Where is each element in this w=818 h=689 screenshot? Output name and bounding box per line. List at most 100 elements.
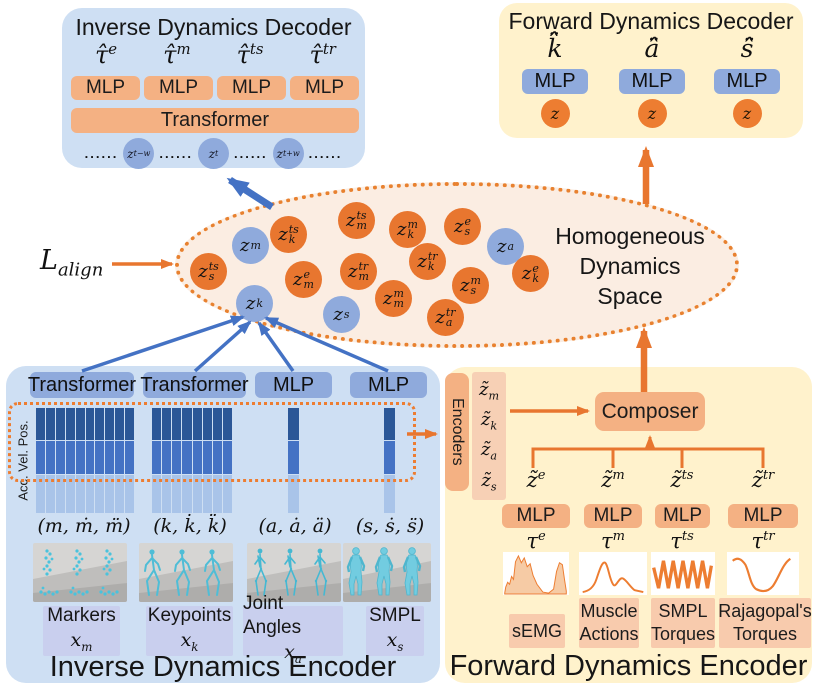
mlp-block: MLP xyxy=(655,504,710,528)
mlp-block: MLP xyxy=(502,504,570,528)
tau-m-label: τm xyxy=(601,529,625,553)
latent-token: z t−w xyxy=(123,138,155,169)
smpl-feature-column xyxy=(384,408,395,513)
markers-mocap-image xyxy=(33,543,127,602)
smpl-modality-label: SMPL xs xyxy=(366,605,424,656)
smpl-torques-waveform-icon xyxy=(651,552,715,595)
composer-block: Composer xyxy=(595,392,705,431)
tau-e-hat-label: τ̂e xyxy=(95,40,118,69)
transformer-to-space-arrow xyxy=(193,320,252,373)
forward-decoder-title: Forward Dynamics Decoder xyxy=(508,8,794,34)
semg-waveform-icon xyxy=(503,552,569,595)
mlp-block: MLP xyxy=(144,76,213,100)
k-ddot-hat-label: k̈̂ xyxy=(547,34,563,63)
mlp-block: MLP xyxy=(217,76,286,100)
muscle-actions-waveform-icon xyxy=(579,552,647,595)
latent-point-zmtr: z tr m xyxy=(340,253,377,290)
alignment-loss-label: Lalign xyxy=(40,245,104,281)
latent-point-zktr: z tr k xyxy=(409,243,446,280)
tau-m-hat-label: τ̂m xyxy=(163,40,191,69)
ellipsis-dots: ...... xyxy=(308,146,343,161)
forward-encoder-title: Forward Dynamics Encoder xyxy=(449,650,808,682)
inverse-dynamics-decoder-panel: Inverse Dynamics Decoder τ̂e τ̂m τ̂ts τ̂… xyxy=(62,8,365,169)
joint-angle-tuple-label: (a, ȧ, ä) xyxy=(258,515,332,537)
mlp-block: MLP xyxy=(290,76,359,100)
markers-tuple-label: (m, ṁ, m̈) xyxy=(37,515,131,537)
x-a-symbol: xa xyxy=(284,640,302,666)
latent-point-zatr: z tr a xyxy=(427,299,464,336)
joint-angles-mocap-image xyxy=(247,543,341,602)
inverse-decoder-title: Inverse Dynamics Decoder xyxy=(75,14,352,40)
inverse-decoder-outputs: τ̂e τ̂m τ̂ts τ̂tr xyxy=(72,40,359,69)
mlp-block: MLP xyxy=(350,372,427,398)
latent-z-circle: z xyxy=(732,99,762,128)
x-m-symbol: xm xyxy=(70,628,93,654)
keypoints-mocap-image xyxy=(139,543,233,602)
latent-z-circle: z xyxy=(637,99,667,128)
z-tilde-m: z̃m xyxy=(478,378,500,403)
muscle-actions-modality-label: Muscle Actions xyxy=(579,598,639,648)
pos-vel-window-outline xyxy=(8,402,416,482)
a-ddot-hat-label: ä̂ xyxy=(644,34,660,63)
x-s-symbol: xs xyxy=(386,628,404,654)
mlp-block: MLP xyxy=(522,69,588,94)
keypoints-feature-matrix xyxy=(152,408,232,513)
tau-ts-hat-label: τ̂ts xyxy=(236,40,264,69)
tau-tr-hat-label: τ̂tr xyxy=(309,40,336,69)
joint-angles-modality-label: Joint Angles xa xyxy=(243,593,343,665)
inverse-dynamics-encoder-panel: Transformer Transformer MLP MLP Acc. Vel… xyxy=(6,366,440,683)
mlp-block: MLP xyxy=(255,372,332,398)
modality-latents-stack: z̃m z̃k z̃a z̃s xyxy=(472,372,506,500)
rajagopals-torques-waveform-icon xyxy=(727,552,799,595)
forward-dynamics-decoder-panel: Forward Dynamics Decoder k̈̂ MLP z ä̂ ML… xyxy=(499,3,803,138)
z-tilde-ts-label: z̃ts xyxy=(670,468,694,492)
latent-token: z t+w xyxy=(272,138,304,169)
joint-angle-feature-column xyxy=(288,408,299,513)
smpl-mocap-image xyxy=(343,543,431,602)
mlp-block: MLP xyxy=(619,69,685,94)
tau-e-label: τe xyxy=(526,529,546,553)
mlp-block: MLP xyxy=(71,76,140,100)
mlp-block: MLP xyxy=(714,69,780,94)
semg-modality-label: sEMG xyxy=(509,614,565,648)
transformer-block: Transformer xyxy=(28,372,136,398)
latent-z-circle: z xyxy=(540,99,570,128)
z-tilde-a: z̃a xyxy=(480,439,498,463)
tau-tr-label: τtr xyxy=(751,529,775,553)
latent-point-zmts: z ts m xyxy=(338,202,375,239)
markers-feature-matrix xyxy=(36,408,135,513)
z-tilde-e-label: z̃e xyxy=(526,468,546,492)
z-tilde-m-label: z̃m xyxy=(601,468,625,492)
inverse-decoder-mlp-row: MLP MLP MLP MLP xyxy=(71,76,359,100)
ellipsis-dots: ...... xyxy=(234,146,268,161)
transformer-block: Transformer xyxy=(71,108,359,133)
keypoints-modality-label: Keypoints xk xyxy=(146,605,233,656)
forward-dynamics-encoder-panel: Encoders z̃m z̃k z̃a z̃s Composer z̃e z̃… xyxy=(445,367,812,683)
forward-decoder-column-s: s̈̂ MLP z xyxy=(699,34,795,128)
forward-decoder-column-k: k̈̂ MLP z xyxy=(507,34,603,128)
tau-ts-label: τts xyxy=(670,529,694,553)
x-k-symbol: xk xyxy=(180,628,199,654)
smpl-torques-modality-label: SMPL Torques xyxy=(651,598,715,648)
inverse-encoder-title: Inverse Dynamics Encoder xyxy=(49,651,397,683)
latent-point-zsts: z ts s xyxy=(190,253,227,290)
z-tilde-k: z̃k xyxy=(480,409,498,433)
markers-modality-label: Markers xm xyxy=(43,605,120,656)
z-tilde-s: z̃s xyxy=(481,469,497,494)
transformer-block: Transformer xyxy=(140,372,249,398)
smpl-tuple-label: (s, ṡ, s̈) xyxy=(355,515,425,537)
mlp-block: MLP xyxy=(728,504,798,528)
encoders-block: Encoders xyxy=(445,373,469,491)
